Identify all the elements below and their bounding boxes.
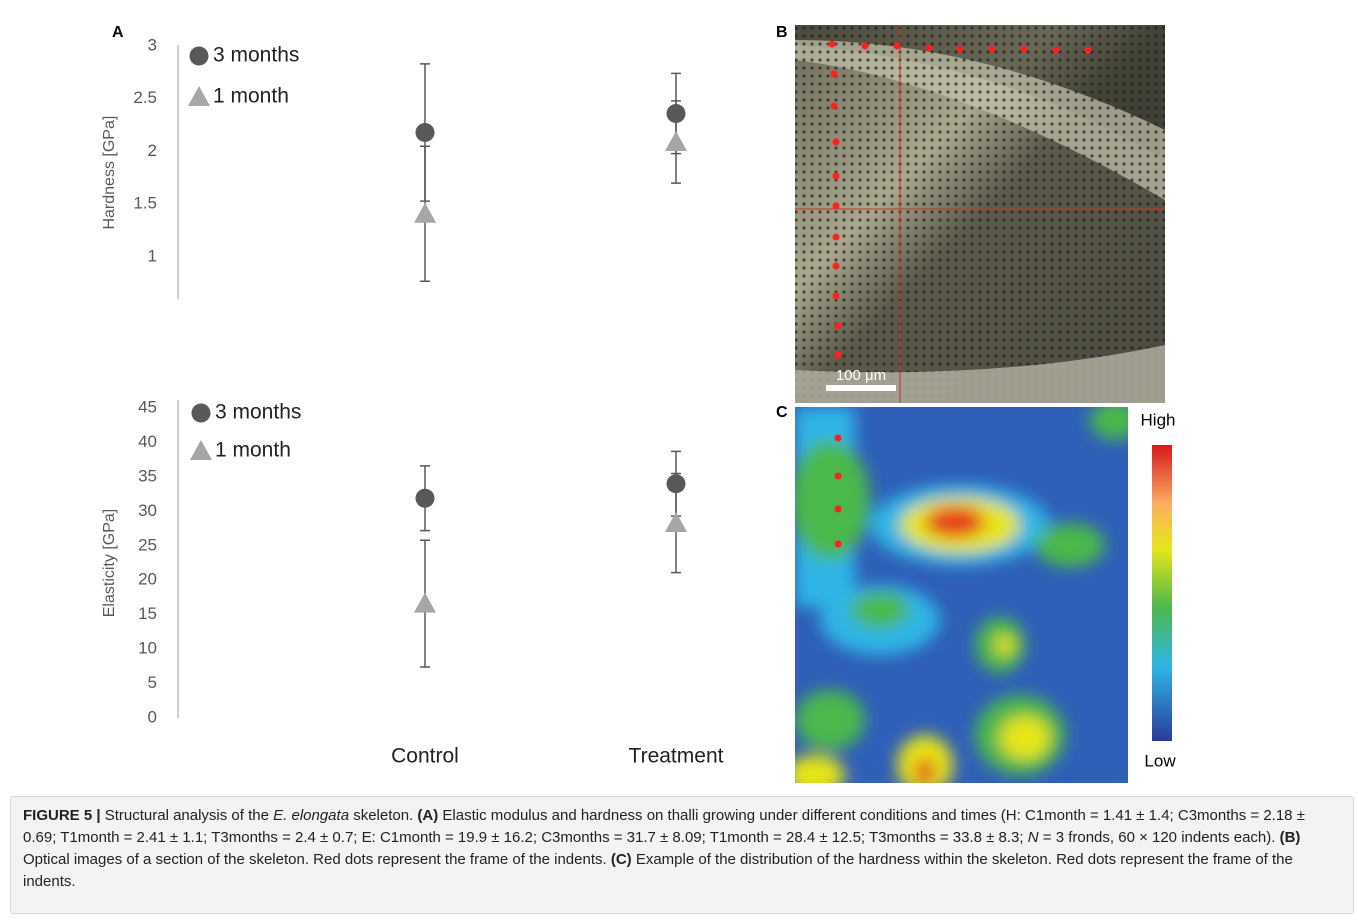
caption-text: = 3 fronds, 60 × 120 indents each).	[1038, 829, 1280, 846]
y-tick-label: 1.5	[133, 194, 157, 213]
legend-marker	[191, 403, 211, 423]
y-tick-label: 2	[148, 141, 157, 160]
y-tick-label: 10	[138, 639, 157, 658]
data-point	[665, 131, 687, 152]
caption-label: FIGURE 5 |	[23, 807, 101, 824]
y-tick-label: 2.5	[133, 88, 157, 107]
caption-text: (A)	[417, 807, 439, 824]
legend-marker	[188, 86, 210, 106]
caption-text: Example of the distribution of the hardn…	[23, 851, 1293, 890]
data-point	[414, 202, 436, 223]
data-point	[665, 512, 687, 533]
legend-label: 1 month	[215, 439, 291, 462]
x-tick-label: Control	[391, 745, 459, 768]
legend-marker	[190, 440, 212, 460]
y-tick-label: 3	[148, 35, 157, 54]
caption-text: skeleton.	[349, 807, 418, 824]
optical-image: 100 μm	[795, 25, 1165, 403]
colorbar-high: High	[1141, 410, 1176, 429]
y-tick-label: 45	[138, 397, 157, 416]
caption-text: (C)	[610, 851, 632, 868]
colorbar-low: Low	[1144, 751, 1176, 770]
y-tick-label: 40	[138, 432, 157, 451]
panel-label: B	[776, 24, 788, 41]
legend-marker	[189, 46, 209, 66]
y-tick-label: 1	[148, 246, 157, 265]
caption-text: Elastic modulus and hardness on thalli g…	[23, 807, 1305, 846]
caption-text: (B)	[1279, 829, 1301, 846]
y-tick-label: 30	[138, 501, 157, 520]
caption-text: Optical images of a section of the skele…	[23, 851, 611, 868]
caption-text: Structural analysis of the	[100, 807, 274, 824]
panel-label: C	[776, 404, 788, 421]
data-point	[414, 592, 436, 613]
data-point	[415, 123, 435, 143]
legend-label: 3 months	[215, 401, 301, 424]
data-point	[666, 474, 686, 494]
hardness-map	[795, 407, 1128, 783]
y-axis-label: Elasticity [GPa]	[101, 509, 118, 617]
y-tick-label: 20	[138, 570, 157, 589]
legend-label: 3 months	[213, 44, 299, 67]
x-tick-label: Treatment	[629, 745, 724, 768]
y-tick-label: 0	[148, 707, 157, 726]
legend-label: 1 month	[213, 85, 289, 108]
caption: FIGURE 5 | Structural analysis of the E.…	[10, 796, 1354, 914]
data-point	[666, 104, 686, 124]
y-tick-label: 35	[138, 466, 157, 485]
caption-text: E. elongata	[273, 807, 350, 824]
y-tick-label: 15	[138, 604, 157, 623]
panel-label: A	[112, 24, 124, 41]
y-axis-label: Hardness [GPa]	[101, 116, 118, 230]
scale-bar-label: 100 μm	[836, 367, 886, 384]
colorbar	[1152, 445, 1172, 741]
y-tick-label: 5	[148, 673, 157, 692]
y-tick-label: 25	[138, 535, 157, 554]
caption-text: N	[1027, 829, 1039, 846]
data-point	[415, 488, 435, 508]
figure: A B C 100 μm	[101, 24, 1176, 783]
